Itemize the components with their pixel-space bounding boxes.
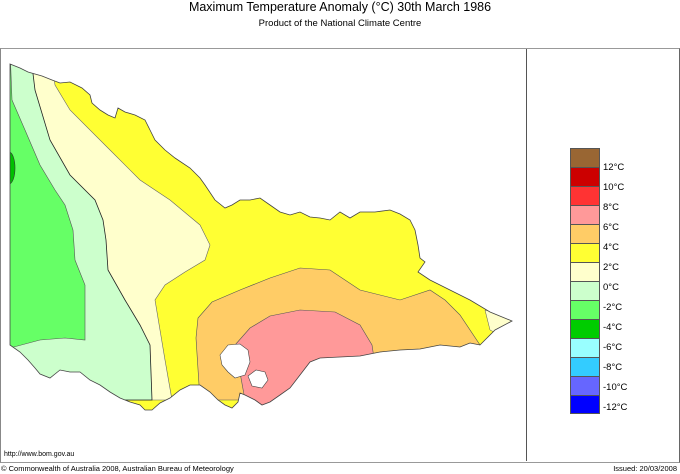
copyright-text: © Commonwealth of Australia 2008, Austra…: [1, 464, 234, 473]
legend-label: 0°C: [603, 282, 619, 293]
legend-label: -4°C: [603, 322, 623, 333]
legend-label: 4°C: [603, 242, 619, 253]
legend-label: 2°C: [603, 262, 619, 273]
legend-swatch: [570, 186, 600, 205]
legend-swatch: [570, 395, 600, 414]
victoria-anomaly-map: [9, 63, 513, 411]
legend-label: -2°C: [603, 302, 623, 313]
legend-swatch: [570, 357, 600, 376]
legend-label: 8°C: [603, 202, 619, 213]
legend-swatch: [570, 167, 600, 186]
issued-date: Issued: 20/03/2008: [613, 464, 677, 473]
legend-label: 6°C: [603, 222, 619, 233]
legend-swatch: [570, 224, 600, 243]
legend-swatch: [570, 319, 600, 338]
legend-label: -10°C: [603, 382, 628, 393]
legend-swatch: [570, 338, 600, 357]
legend-swatch: [570, 205, 600, 224]
color-legend: [570, 148, 600, 414]
page-title: Maximum Temperature Anomaly (°C) 30th Ma…: [188, 0, 492, 14]
page-subtitle: Product of the National Climate Centre: [258, 18, 422, 29]
source-url[interactable]: http://www.bom.gov.au: [4, 451, 75, 458]
legend-label: 10°C: [603, 182, 625, 193]
legend-swatch: [570, 243, 600, 262]
legend-swatch: [570, 148, 600, 167]
legend-label: -8°C: [603, 362, 623, 373]
legend-label: 12°C: [603, 162, 625, 173]
legend-swatch: [570, 281, 600, 300]
legend-swatch: [570, 376, 600, 395]
legend-divider: [526, 49, 527, 461]
legend-label: -12°C: [603, 402, 628, 413]
legend-swatch: [570, 262, 600, 281]
legend-swatch: [570, 300, 600, 319]
legend-label: -6°C: [603, 342, 623, 353]
